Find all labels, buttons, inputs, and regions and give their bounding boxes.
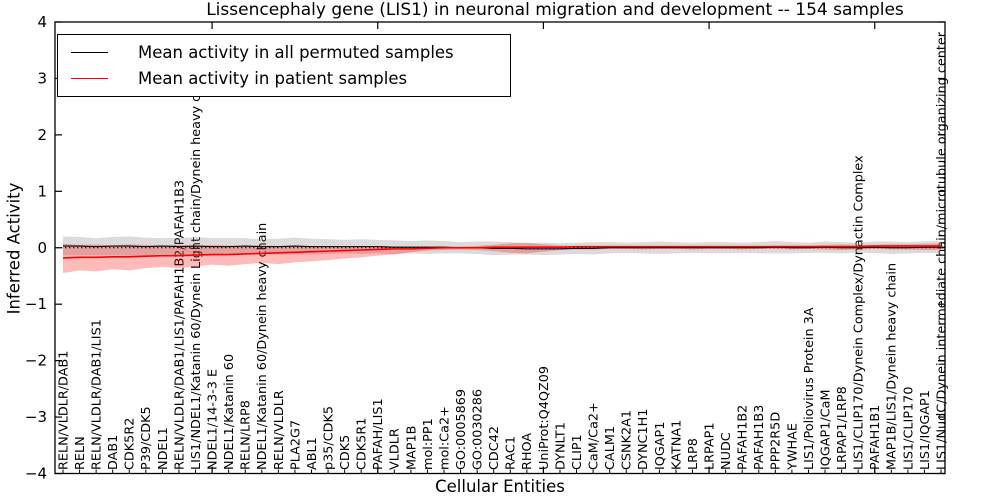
y-axis-label: Inferred Activity: [4, 182, 24, 315]
x-category-label: RELN/VLDLR/DAB1/LIS1/PAFAH1B2/PAFAH1B3: [172, 180, 187, 470]
x-category-label: LIS1/Poliovirus Protein 3A: [802, 307, 817, 470]
x-category-label: PAFAH1B3: [752, 405, 767, 470]
x-category-label: mol:PP1: [421, 418, 436, 470]
x-category-label: GO:0030286: [471, 389, 486, 470]
x-category-label: RELN: [73, 436, 88, 470]
x-category-label: IQGAP1/CaM: [818, 389, 833, 470]
x-category-label: CALM1: [603, 426, 618, 470]
y-tick-label: −3: [25, 408, 47, 426]
x-category-label: LRP8: [686, 438, 701, 470]
x-category-label: VLDLR: [388, 428, 403, 470]
x-category-label: PAFAH1B1: [868, 405, 883, 470]
y-ticks: −4 −3 −2 −1 0 1 2 3 4: [25, 13, 945, 483]
x-category-label: YWHAE: [785, 423, 800, 471]
x-category-label: NDEL1: [156, 427, 171, 470]
x-category-label: UniProt:Q4QZ09: [537, 366, 552, 470]
x-category-label: RELN/VLDLR: [272, 390, 287, 470]
chart-title: Lissencephaly gene (LIS1) in neuronal mi…: [206, 0, 904, 20]
legend-line-sample-patient: [71, 78, 108, 80]
y-tick-label: 4: [37, 13, 47, 31]
x-category-label: p35/CDK5: [321, 406, 336, 470]
x-category-label: CDK5R2: [123, 418, 138, 470]
x-category-label: P39/CDK5: [139, 406, 154, 470]
x-category-label: KATNA1: [669, 420, 684, 470]
x-category-label: LRPAP1/LRP8: [835, 386, 850, 470]
y-tick-label: 2: [37, 126, 47, 144]
permuted-std-band: [63, 236, 941, 256]
legend-item-patient: Mean activity in patient samples: [71, 69, 510, 88]
x-category-label: LIS1/CLIP170/Dynein Complex/Dynactin Com…: [852, 155, 867, 470]
y-tick-label: −2: [25, 352, 47, 370]
x-category-label: PAFAH/LIS1: [371, 398, 386, 470]
x-category-label: CaM/Ca2+: [587, 402, 602, 470]
legend-label-patient: Mean activity in patient samples: [138, 69, 408, 89]
y-tick-label: 3: [37, 69, 47, 87]
x-category-label: CSNK2A1: [620, 410, 635, 470]
x-category-label: PAFAH1B2: [736, 405, 751, 470]
patient-mean-line: [62, 245, 941, 259]
x-category-label: NUDC: [719, 432, 734, 470]
y-tick-label: 0: [37, 239, 47, 257]
x-category-label: PPP2R5D: [769, 412, 784, 470]
legend-item-permuted: Mean activity in all permuted samples: [71, 43, 510, 62]
x-category-label: LIS1/NDEL1/Katanin 60/Dynein Light chain…: [189, 67, 204, 470]
x-category-label: CDK5R1: [355, 418, 370, 470]
x-category-label: PLA2G7: [288, 420, 303, 470]
patient-std-band: [63, 242, 941, 274]
x-axis-label: Cellular Entities: [435, 477, 565, 496]
legend-label-permuted: Mean activity in all permuted samples: [138, 42, 454, 62]
y-tick-label: −1: [25, 295, 47, 313]
legend: Mean activity in all permuted samples Me…: [57, 34, 511, 97]
x-category-label: MAP1B: [404, 426, 419, 470]
x-category-label: RHOA: [520, 433, 535, 470]
x-category-label: GO:0005869: [454, 389, 469, 470]
x-category-label: mol:Ca2+: [437, 406, 452, 470]
x-category-label: DAB1: [106, 435, 121, 470]
legend-line-sample-permuted: [71, 51, 108, 53]
x-category-label: CDC42: [487, 426, 502, 470]
x-category-label: DYNC1H1: [636, 409, 651, 470]
x-ticks: [62, 22, 942, 474]
x-category-label: ABL1: [305, 437, 320, 470]
permuted-mean-line: [63, 245, 941, 250]
x-category-label: MAP1B/LIS1/Dynein heavy chain: [885, 263, 900, 470]
x-category-label: DYNLT1: [553, 422, 568, 470]
x-category-label: RELN/VLDLR/DAB1: [56, 351, 71, 470]
x-category-labels: RELN/VLDLR/DAB1 RELN RELN/VLDLR/DAB1/LIS1 D…: [56, 31, 949, 471]
x-category-label: CLIP1: [570, 434, 585, 470]
y-tick-label: −4: [25, 465, 47, 483]
x-category-label: IQGAP1: [653, 422, 668, 470]
x-category-label: NDEL1/Katanin 60: [222, 354, 237, 470]
x-category-label: LIS1/CLIP170: [901, 387, 916, 470]
x-category-label: LIS1/IQGAP1: [918, 390, 933, 470]
x-category-label: LRPAP1: [702, 422, 717, 470]
y-tick-label: 1: [37, 182, 47, 200]
x-category-label: CDK5: [338, 435, 353, 470]
x-category-label: RELN/LRP8: [239, 400, 254, 470]
x-category-label: RELN/VLDLR/DAB1/LIS1: [90, 319, 105, 470]
x-category-label: RAC1: [504, 436, 519, 470]
x-category-label: NDEL1/Katanin 60/Dynein heavy chain: [255, 223, 270, 470]
x-category-label: NDEL1/14-3-3 E: [205, 369, 220, 470]
